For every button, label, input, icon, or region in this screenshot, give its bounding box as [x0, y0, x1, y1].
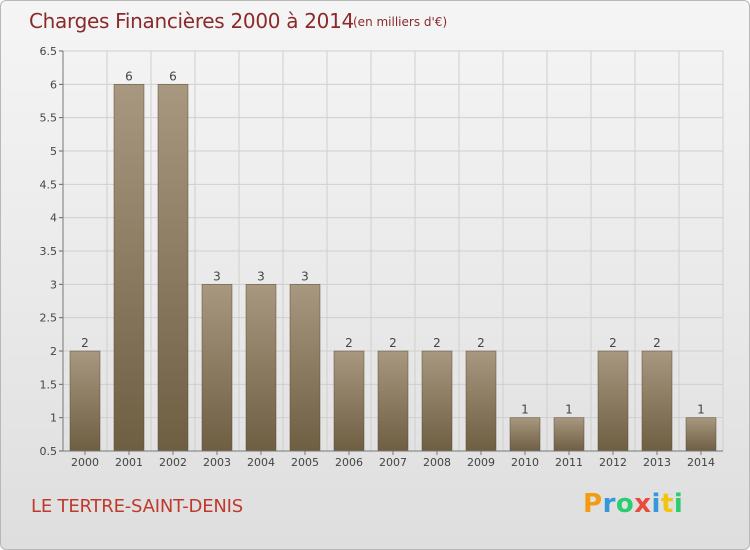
logo-letter: x	[634, 489, 652, 519]
commune-name: LE TERTRE-SAINT-DENIS	[31, 496, 243, 517]
data-label: 3	[301, 269, 309, 283]
y-tick-label: 4	[50, 212, 57, 225]
bar	[377, 350, 409, 452]
data-label: 2	[389, 336, 397, 350]
data-label: 2	[609, 336, 617, 350]
data-label: 1	[565, 403, 573, 417]
chart-title: Charges Financières 2000 à 2014	[29, 9, 354, 33]
logo-letter: P	[583, 489, 603, 519]
data-label: 3	[213, 269, 221, 283]
x-tick-label: 2004	[247, 456, 275, 469]
x-tick-label: 2012	[599, 456, 627, 469]
x-tick-label: 2011	[555, 456, 583, 469]
y-tick-label: 2	[50, 345, 57, 358]
y-tick-label: 2.5	[40, 312, 58, 325]
bar	[509, 417, 541, 452]
x-tick-label: 2005	[291, 456, 319, 469]
data-label: 6	[169, 69, 177, 83]
data-label: 1	[697, 403, 705, 417]
data-label: 2	[477, 336, 485, 350]
bar	[157, 84, 189, 452]
chart-subtitle: (en milliers d'€)	[353, 15, 448, 29]
y-tick-label: 1.5	[40, 378, 58, 391]
bar	[685, 417, 717, 452]
y-tick-label: 6	[50, 78, 57, 91]
x-tick-label: 2000	[71, 456, 99, 469]
bar	[245, 284, 277, 452]
x-tick-label: 2003	[203, 456, 231, 469]
data-label: 2	[81, 336, 89, 350]
x-tick-label: 2010	[511, 456, 539, 469]
y-tick-label: 5.5	[40, 112, 58, 125]
y-tick-label: 0.5	[40, 445, 58, 458]
bar	[113, 84, 145, 452]
y-tick-label: 4.5	[40, 178, 58, 191]
bar	[421, 350, 453, 452]
data-label: 2	[345, 336, 353, 350]
y-tick-label: 5	[50, 145, 57, 158]
data-label: 1	[521, 403, 529, 417]
x-tick-label: 2009	[467, 456, 495, 469]
proxiti-logo[interactable]: Proxiti	[583, 489, 683, 519]
data-label: 6	[125, 69, 133, 83]
x-tick-label: 2007	[379, 456, 407, 469]
bar	[333, 350, 365, 452]
x-tick-label: 2013	[643, 456, 671, 469]
bar	[597, 350, 629, 452]
bar	[641, 350, 673, 452]
logo-letter: i	[651, 489, 661, 519]
logo-letter: t	[660, 489, 674, 519]
y-tick-label: 3.5	[40, 245, 58, 258]
logo-letter: i	[673, 489, 684, 519]
y-tick-label: 3	[50, 278, 57, 291]
logo-letter: o	[615, 489, 635, 519]
x-tick-label: 2008	[423, 456, 451, 469]
x-tick-label: 2001	[115, 456, 143, 469]
data-label: 2	[433, 336, 441, 350]
x-tick-label: 2006	[335, 456, 363, 469]
bar	[553, 417, 585, 452]
bar	[69, 350, 101, 452]
bar	[289, 284, 321, 452]
data-label: 2	[653, 336, 661, 350]
x-tick-label: 2014	[687, 456, 715, 469]
logo-letter: r	[602, 489, 616, 519]
data-label: 3	[257, 269, 265, 283]
bar	[465, 350, 497, 452]
bar	[201, 284, 233, 452]
y-tick-label: 6.5	[40, 45, 58, 58]
y-tick-label: 1	[50, 412, 57, 425]
x-tick-label: 2002	[159, 456, 187, 469]
